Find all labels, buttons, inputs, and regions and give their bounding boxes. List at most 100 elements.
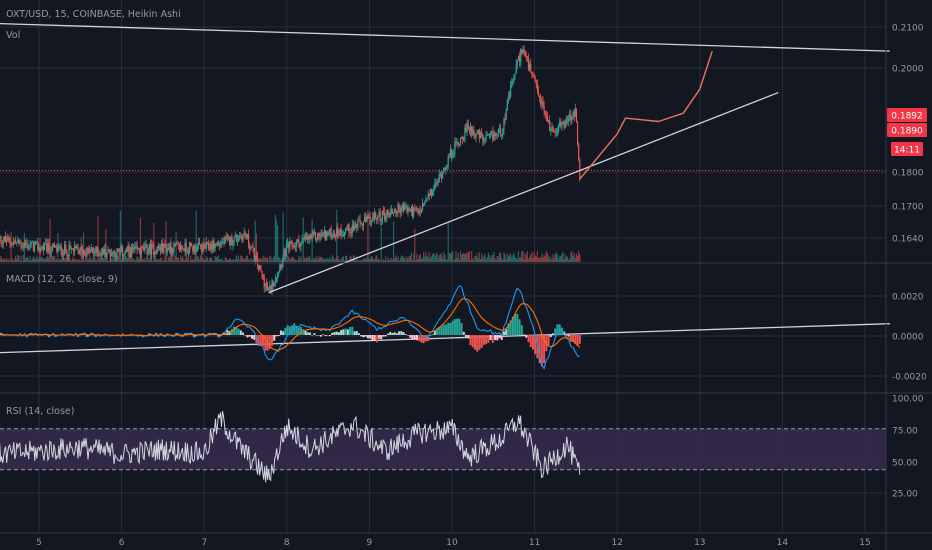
volume-bar	[107, 260, 109, 262]
volume-bar	[356, 256, 358, 262]
volume-bar	[106, 257, 108, 262]
candle-body	[2, 241, 4, 245]
volume-bar	[16, 258, 18, 262]
trendline-lower-support[interactable]	[0, 323, 890, 354]
volume-bar	[310, 259, 312, 262]
candle-body	[69, 245, 71, 249]
volume-bar	[338, 259, 340, 262]
trendline-upper-resistance[interactable]	[0, 22, 890, 52]
volume-bar	[186, 256, 188, 262]
candle-body	[397, 204, 399, 214]
candle-body	[313, 231, 315, 234]
volume-bar	[405, 259, 407, 262]
volume-bar	[414, 228, 416, 262]
price-axis[interactable]: 0.2100 0.2000 0.1800 0.1700 0.1640	[892, 24, 924, 245]
candle-body	[304, 236, 307, 239]
projection-path[interactable]	[579, 50, 713, 180]
volume-bar	[440, 253, 443, 262]
candle-body	[367, 216, 369, 219]
candle-body	[219, 242, 221, 246]
macd-histogram-bar	[337, 332, 340, 335]
volume-bar	[532, 257, 534, 262]
volume-bar	[276, 225, 279, 262]
volume-bar	[357, 260, 359, 262]
volume-bar	[520, 257, 522, 262]
macd-histogram-bar	[498, 335, 501, 339]
candles	[0, 45, 581, 296]
rsi-title[interactable]: RSI (14, close)	[6, 406, 74, 417]
volume-bar	[235, 255, 237, 262]
candle-body	[541, 101, 543, 105]
time-axis[interactable]: 5 6 7 8 9 10 11 12 13 14 15	[36, 538, 871, 548]
volume-bar	[381, 260, 384, 262]
candle-body	[275, 277, 278, 280]
macd-histogram-bar	[360, 335, 363, 337]
volume-bar	[45, 258, 47, 262]
volume-bar	[64, 257, 66, 262]
candle-body	[62, 253, 65, 255]
candle-body	[223, 241, 225, 244]
symbol-title[interactable]: OXT/USD, 15, COINBASE, Heikin Ashi	[6, 9, 181, 20]
price-pane[interactable]	[0, 22, 890, 354]
volume-bar	[469, 259, 472, 262]
macd-histogram-bar	[523, 334, 526, 335]
macd-histogram-bar	[447, 322, 450, 335]
candle-body	[408, 208, 410, 210]
candle-body	[191, 244, 193, 247]
macd-histogram-bar	[273, 335, 276, 341]
volume-bar	[390, 257, 392, 262]
volume-bar	[36, 255, 38, 262]
volume-bar	[450, 252, 453, 262]
volume-bar	[89, 255, 91, 262]
rsi-axis[interactable]: 100.00 75.00 50.00 25.00	[892, 395, 924, 500]
volume-bar	[337, 256, 339, 262]
volume-bar	[281, 258, 283, 262]
candle-body	[90, 248, 92, 250]
volume-bar	[278, 256, 280, 262]
volume-bar	[536, 251, 539, 262]
candle-body	[487, 134, 489, 136]
candle-body	[35, 242, 37, 245]
candle-body	[469, 126, 472, 131]
candle-body	[52, 244, 55, 246]
macd-histogram-bar	[357, 333, 360, 335]
volume-bar	[113, 257, 115, 262]
volume-bar	[431, 254, 434, 262]
candle-body	[309, 235, 311, 240]
volume-bar	[280, 260, 282, 262]
candle-body	[18, 239, 20, 244]
macd-axis[interactable]: 0.0020 0.0000 -0.0020	[892, 293, 927, 383]
macd-histogram-bar	[471, 335, 474, 348]
macd-title[interactable]: MACD (12, 26, close, 9)	[6, 274, 118, 285]
candle-body	[400, 207, 402, 214]
candle-body	[134, 246, 136, 249]
volume-bar	[181, 257, 183, 262]
macd-histogram-bar	[440, 326, 443, 335]
volume-bar	[298, 256, 300, 262]
macd-histogram-bar	[529, 335, 532, 348]
candle-body	[535, 81, 537, 84]
volume-bar	[241, 255, 243, 262]
volume-bar	[513, 252, 515, 262]
candle-body	[322, 234, 324, 236]
volume-bar	[579, 254, 581, 262]
candle-body	[175, 243, 177, 246]
candle-body	[524, 52, 526, 56]
rsi-pane[interactable]	[0, 411, 886, 483]
candle-body	[28, 247, 30, 249]
candle-body	[239, 236, 241, 240]
volume-label[interactable]: Vol	[6, 30, 20, 41]
macd-histogram-bar	[375, 335, 378, 343]
candle-body	[551, 126, 553, 129]
macd-pane[interactable]	[0, 284, 581, 370]
volume-bar	[268, 260, 270, 262]
candle-body	[496, 133, 498, 135]
trendlines[interactable]	[0, 22, 890, 354]
volume-bar	[297, 259, 299, 262]
macd-histogram-bar	[567, 335, 570, 337]
volume-bar	[128, 255, 130, 262]
volume-bar	[166, 260, 168, 262]
trendline-rising-support[interactable]	[268, 91, 779, 294]
volume-bar	[98, 258, 100, 262]
